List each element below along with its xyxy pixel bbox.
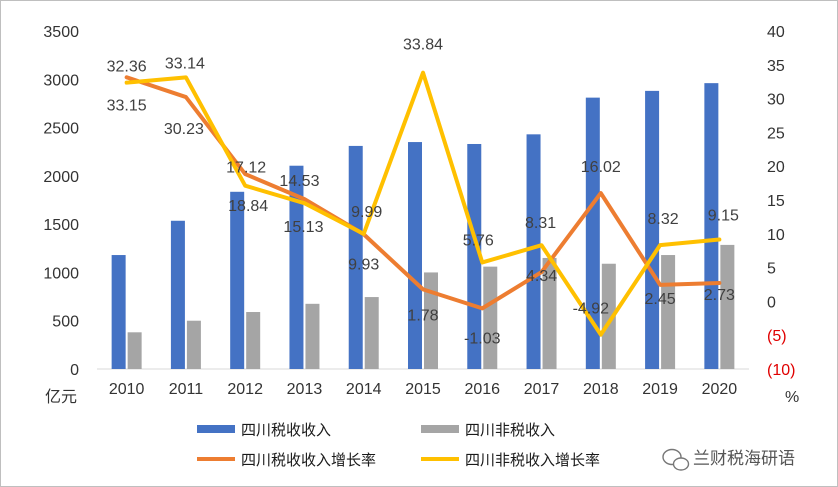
tax-revenue-bar	[348, 145, 363, 369]
tax-revenue-bar	[645, 90, 660, 370]
left-tick-label: 2000	[43, 169, 79, 186]
tax-revenue-bar	[526, 134, 541, 369]
wechat-logo-icon	[662, 448, 690, 471]
tax-revenue-bar	[230, 191, 245, 369]
tax-growth-data-label: 1.78	[407, 307, 438, 324]
right-tick-label: 30	[767, 92, 785, 109]
right-tick-label: 25	[767, 125, 785, 142]
right-tick-label: 0	[767, 294, 776, 311]
nontax-revenue-bar	[186, 320, 201, 369]
left-tick-label: 3000	[43, 72, 79, 89]
tax-revenue-bar	[111, 255, 126, 369]
watermark-text: 兰财税海研语	[693, 449, 795, 468]
tax-growth-data-label: 4.34	[526, 268, 557, 285]
x-tick-label: 2015	[405, 381, 441, 398]
right-tick-label: 5	[767, 261, 776, 278]
nontax-growth-data-label: 8.32	[648, 211, 679, 228]
legend-tax-growth-label: 四川税收收入增长率	[241, 452, 376, 469]
nontax-revenue-bar	[305, 303, 320, 369]
right-tick-label: 40	[767, 24, 785, 41]
x-tick-label: 2013	[287, 381, 323, 398]
right-tick-label: 20	[767, 159, 785, 176]
tax-revenue-bar	[704, 83, 719, 370]
tax-growth-data-label: 16.02	[581, 159, 621, 176]
tax-revenue-bar	[408, 142, 422, 369]
tax-growth-data-label: 18.84	[228, 198, 268, 215]
right-tick-label: 10	[767, 227, 785, 244]
right-tick-label: 15	[767, 193, 785, 210]
wechat-logo-bubble-1	[662, 448, 682, 466]
legend-nontax-revenue-label: 四川非税收入	[465, 422, 555, 439]
right-axis-unit: %	[785, 389, 799, 406]
nontax-revenue-bar	[601, 263, 616, 369]
left-tick-label: 1000	[43, 265, 79, 282]
right-tick-label: (10)	[767, 362, 795, 379]
tax-growth-data-label: -1.03	[464, 330, 501, 347]
nontax-growth-data-label: 33.14	[165, 55, 205, 72]
tax-growth-data-label: 15.13	[283, 219, 323, 236]
nontax-revenue-bar	[720, 244, 735, 369]
nontax-growth-line	[124, 70, 722, 337]
nontax-revenue-bar	[661, 255, 676, 369]
left-tick-label: 3500	[43, 24, 79, 41]
nontax-growth-data-label: 8.31	[525, 215, 556, 232]
x-tick-label: 2014	[346, 381, 382, 398]
x-tick-label: 2011	[169, 381, 204, 398]
tax-revenue-bar	[585, 97, 600, 370]
x-tick-label: 2010	[109, 381, 145, 398]
tax-revenue-bar	[289, 165, 304, 369]
tax-growth-data-label: 2.45	[645, 291, 676, 308]
tax-growth-line	[124, 75, 722, 311]
left-tick-label: 500	[52, 314, 79, 331]
left-tick-label: 2500	[43, 121, 79, 138]
x-tick-label: 2016	[464, 381, 500, 398]
x-tick-label: 2019	[642, 381, 678, 398]
tax-revenue-bar	[170, 220, 185, 369]
x-tick-label: 2017	[524, 381, 560, 398]
tax-growth-data-label: 30.23	[164, 121, 204, 138]
tax-growth-data-label: 9.93	[348, 256, 379, 273]
x-tick-label: 2018	[583, 381, 619, 398]
nontax-growth-data-label: 14.53	[279, 173, 319, 190]
nontax-revenue-bar	[246, 312, 261, 369]
x-tick-label: 2020	[702, 381, 738, 398]
right-tick-label: 35	[767, 58, 785, 75]
right-tick-label: (5)	[767, 328, 787, 345]
wechat-logo-bubble-2	[672, 457, 690, 471]
tax-growth-data-label: 2.73	[704, 287, 735, 304]
legend-nontax-revenue-swatch	[421, 425, 459, 433]
nontax-revenue-bar	[483, 266, 498, 369]
tax-revenue-bar	[467, 143, 482, 369]
nontax-revenue-bar	[424, 272, 438, 369]
nontax-revenue-bar	[364, 297, 379, 369]
left-tick-label: 1500	[43, 217, 79, 234]
legend-tax-revenue-swatch	[197, 425, 235, 433]
nontax-growth-data-label: 5.76	[463, 232, 494, 249]
nontax-growth-data-label: -4.92	[573, 301, 610, 318]
left-axis-unit: 亿元	[45, 388, 77, 406]
nontax-revenue-bar	[542, 257, 557, 369]
tax-growth-data-label: 33.15	[107, 97, 147, 114]
nontax-growth-data-label: 32.36	[107, 59, 147, 76]
legend-nontax-growth-label: 四川非税收入增长率	[465, 452, 600, 469]
nontax-growth-data-label: 9.15	[708, 208, 739, 225]
nontax-revenue-bar	[127, 332, 142, 369]
nontax-growth-data-label: 9.99	[351, 204, 382, 221]
left-tick-label: 0	[70, 362, 79, 379]
x-tick-label: 2012	[227, 381, 263, 398]
nontax-growth-data-label: 17.12	[226, 160, 266, 177]
legend-tax-revenue-label: 四川税收收入	[241, 422, 331, 439]
nontax-growth-data-label: 33.84	[403, 37, 443, 54]
